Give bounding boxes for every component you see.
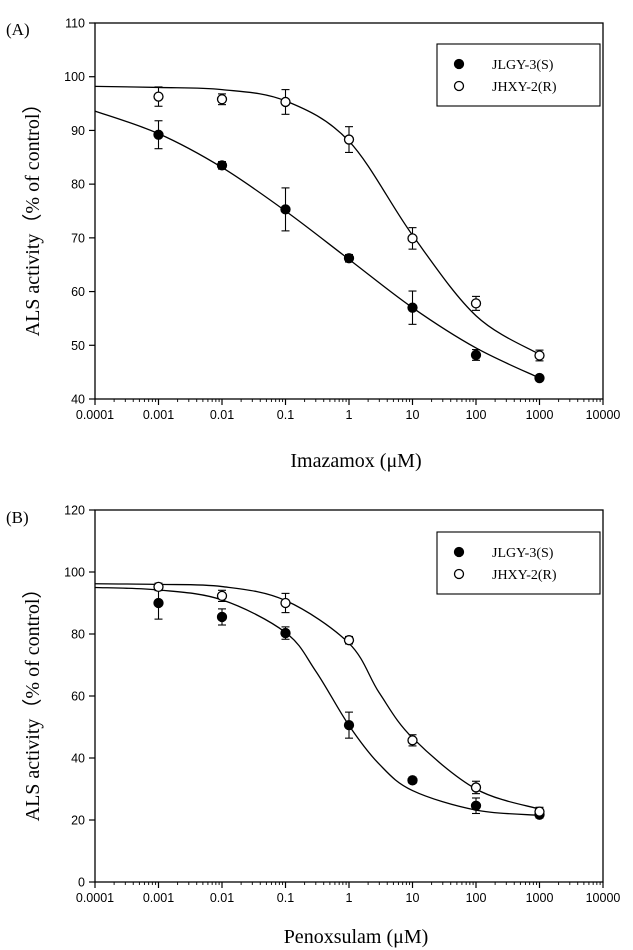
panel-a-point-jhxy-2r — [280, 96, 291, 108]
panel-a-x-tick-label: 10000 — [586, 408, 621, 422]
panel-a-y-tick-label: 100 — [64, 70, 85, 84]
panel-b-x-tick-label: 10000 — [586, 891, 621, 905]
panel-b-y-tick-label: 40 — [71, 752, 85, 766]
panel-a-y-tick-label: 40 — [71, 393, 85, 407]
panel-a-x-tick-label: 10 — [406, 408, 420, 422]
panel-b-point-jlgy-3s — [280, 627, 291, 639]
panel-b-fit-curve-jhxy-2r — [94, 583, 540, 810]
panel-a-x-axis-title: Imazamox (μM) — [290, 450, 421, 472]
panel-b-legend-marker-jlgy-3s — [453, 546, 465, 558]
panel-a-point-jhxy-2r — [153, 91, 164, 102]
panel-b-x-tick-label: 0.01 — [210, 891, 234, 905]
panel-a-x-tick-label: 0.01 — [210, 408, 234, 422]
panel-a-label: (A) — [6, 20, 30, 39]
panel-a-point-jlgy-3s — [216, 160, 228, 171]
panel-a-y-tick-label: 90 — [71, 124, 85, 138]
panel-b-x-tick-label: 1000 — [526, 891, 554, 905]
panel-a-y-tick-label: 50 — [71, 339, 85, 353]
panel-b-x-tick-label: 10 — [406, 891, 420, 905]
panel-b-point-jlgy-3s — [343, 719, 355, 731]
panel-b-legend-box — [436, 531, 601, 595]
panel-b-x-tick-label: 1 — [346, 891, 353, 905]
panel-a-point-jhxy-2r — [407, 233, 418, 244]
panel-b-point-jhxy-2r — [470, 782, 482, 793]
panel-a-y-axis-title: ALS activity（% of control） — [21, 94, 44, 337]
panel-b-y-axis-title: ALS activity（% of control） — [21, 579, 44, 822]
panel-b-fit-curve-jlgy-3s — [94, 586, 540, 816]
panel-b-legend-label-jlgy-3s: JLGY-3(S) — [492, 546, 554, 561]
panel-a-x-tick-label: 0.1 — [277, 408, 294, 422]
panel-b-y-tick-label: 0 — [78, 876, 85, 890]
panel-a-x-tick-label: 0.0001 — [76, 408, 114, 422]
panel-a-point-jhxy-2r — [534, 350, 545, 361]
panel-b-legend-marker-jhxy-2r — [453, 568, 465, 580]
panel-a-y-tick-label: 70 — [71, 231, 85, 245]
panel-b-point-jhxy-2r — [216, 590, 228, 602]
panel-a-x-tick-label: 0.001 — [143, 408, 174, 422]
panel-a-fit-curve-jlgy-3s — [94, 110, 540, 379]
plot-layer: 0.0001 0.001 0.01 0.1 1 10 100 1000 100004050607… — [64, 17, 620, 906]
panel-b-label: (B) — [6, 508, 29, 527]
panel-a-point-jhxy-2r — [216, 94, 228, 105]
panel-b-x-tick-label: 100 — [466, 891, 487, 905]
panel-b-point-jlgy-3s — [470, 800, 482, 811]
panel-a-y-tick-label: 60 — [71, 285, 85, 299]
panel-b-point-jhxy-2r — [343, 635, 355, 646]
panel-a-point-jlgy-3s — [280, 204, 291, 215]
panel-a-legend-box — [436, 43, 601, 107]
panel-b-y-tick-label: 120 — [64, 504, 85, 518]
panel-a-legend-label-jhxy-2r: JHXY-2(R) — [492, 80, 557, 95]
panel-a-y-tick-label: 110 — [65, 17, 85, 31]
panel-b-x-axis-title: Penoxsulam (μM) — [284, 926, 429, 948]
panel-a-point-jhxy-2r — [343, 134, 355, 145]
panel-b-x-tick-label: 0.001 — [143, 891, 174, 905]
panel-b-point-jhxy-2r — [407, 735, 418, 746]
panel-a-x-tick-label: 100 — [466, 408, 487, 422]
panel-b-point-jhxy-2r — [534, 806, 545, 817]
panel-a-legend-label-jlgy-3s: JLGY-3(S) — [492, 58, 554, 73]
panel-b-point-jlgy-3s — [407, 775, 418, 786]
panel-b-point-jlgy-3s — [153, 597, 164, 609]
panel-a-legend-marker-jlgy-3s — [453, 58, 465, 70]
panel-b-point-jlgy-3s — [216, 611, 228, 623]
panel-b-legend-label-jhxy-2r: JHXY-2(R) — [492, 568, 557, 583]
panel-b-point-jhxy-2r — [280, 597, 291, 609]
panel-b-y-tick-label: 60 — [71, 690, 85, 704]
panel-a-point-jlgy-3s — [343, 253, 355, 264]
panel-b-y-tick-label: 100 — [64, 566, 85, 580]
panel-a-fit-curve-jhxy-2r — [94, 85, 540, 355]
panel-a-point-jlgy-3s — [470, 349, 482, 361]
panel-b-y-tick-label: 80 — [71, 628, 85, 642]
panel-b-x-tick-label: 0.1 — [277, 891, 294, 905]
panel-a-legend-marker-jhxy-2r — [453, 80, 465, 92]
panel-a-point-jlgy-3s — [153, 129, 164, 140]
panel-a-point-jlgy-3s — [407, 302, 418, 313]
panel-a-point-jlgy-3s — [534, 372, 545, 384]
panel-a-y-tick-label: 80 — [71, 178, 85, 192]
panel-b-y-tick-label: 20 — [71, 814, 85, 828]
panel-a-x-tick-label: 1 — [346, 408, 353, 422]
panel-b-point-jhxy-2r — [153, 581, 164, 593]
panel-a-x-tick-label: 1000 — [526, 408, 554, 422]
panel-a-point-jhxy-2r — [470, 298, 482, 309]
panel-b-x-tick-label: 0.0001 — [76, 891, 114, 905]
